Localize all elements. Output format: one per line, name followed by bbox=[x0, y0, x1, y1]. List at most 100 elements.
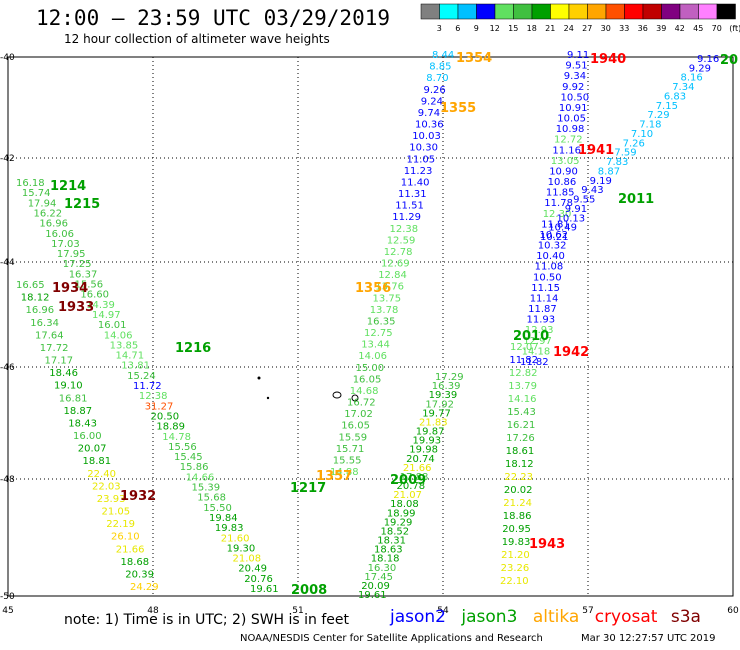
wave-height-value: 19.83 bbox=[502, 537, 531, 548]
wave-height-value: 10.86 bbox=[548, 177, 577, 188]
wave-height-value: 14.88 bbox=[330, 467, 359, 478]
wave-height-value: 9.92 bbox=[562, 82, 584, 93]
color-scale-label: 42 bbox=[675, 24, 685, 33]
wave-height-value: 6.83 bbox=[664, 92, 686, 103]
wave-height-value: 11.85 bbox=[546, 188, 575, 199]
color-scale-swatch bbox=[476, 3, 496, 20]
color-scale-label: 15 bbox=[508, 24, 518, 33]
wave-height-value: 9.11 bbox=[567, 50, 589, 61]
wave-height-value: 11.78 bbox=[544, 198, 573, 209]
color-scale-swatch bbox=[624, 3, 644, 20]
wave-height-value: 15.39 bbox=[192, 483, 221, 494]
legend-cryosat: cryosat bbox=[594, 607, 658, 627]
wave-height-value: 9.16 bbox=[697, 54, 719, 65]
color-scale-label: 9 bbox=[474, 24, 479, 33]
wave-height-value: 9.51 bbox=[565, 61, 587, 72]
wave-height-value: 17.88 bbox=[400, 472, 429, 483]
wave-height-value: 8.85 bbox=[429, 62, 451, 73]
wave-height-value: 19.98 bbox=[409, 445, 438, 456]
color-scale-swatch bbox=[679, 3, 699, 20]
color-scale-label: 24 bbox=[564, 24, 574, 33]
wave-height-value: 21.83 bbox=[419, 417, 448, 428]
island-outline bbox=[351, 394, 359, 402]
wave-height-value: 18.89 bbox=[156, 422, 185, 433]
generated-timestamp: Mar 30 12:27:57 UTC 2019 bbox=[581, 633, 716, 644]
wave-height-value: 8.16 bbox=[681, 73, 703, 84]
wave-height-value: 15.43 bbox=[507, 407, 536, 418]
wave-height-value: 13.05 bbox=[551, 156, 580, 167]
wave-height-value: 14.68 bbox=[350, 386, 379, 397]
wave-height-value: 16.81 bbox=[59, 393, 88, 404]
wave-height-value: 11.15 bbox=[531, 283, 560, 294]
wave-height-value: 14.78 bbox=[162, 432, 191, 443]
wave-height-value: 9.34 bbox=[564, 71, 586, 82]
x-tick-label: 48 bbox=[147, 606, 159, 616]
pass-label: 1934 bbox=[52, 281, 88, 296]
wave-height-value: 15.56 bbox=[75, 280, 104, 291]
wave-height-value: 19.84 bbox=[209, 513, 238, 524]
wave-height-value: 16.60 bbox=[80, 290, 109, 301]
wave-height-value: 11.31 bbox=[398, 189, 427, 200]
wave-height-value: 16.35 bbox=[367, 316, 396, 327]
wave-height-value: 17.25 bbox=[63, 259, 92, 270]
island-outline bbox=[332, 391, 342, 399]
wave-height-value: 15.50 bbox=[203, 503, 232, 514]
wave-height-value: 22.10 bbox=[500, 576, 529, 587]
wave-height-value: 16.39 bbox=[432, 381, 461, 392]
wave-height-value: 8.44 bbox=[432, 50, 454, 61]
wave-height-value: 10.90 bbox=[549, 166, 578, 177]
wave-height-value: 10.03 bbox=[412, 131, 441, 142]
wave-height-value: 20.39 bbox=[125, 569, 154, 580]
wave-height-value: 13.78 bbox=[370, 305, 399, 316]
wave-height-value: 11.08 bbox=[535, 262, 564, 273]
color-scale-label: 3 bbox=[437, 24, 442, 33]
wave-height-value: 7.15 bbox=[656, 101, 678, 112]
wave-height-value: 13.79 bbox=[508, 381, 537, 392]
wave-height-value: 10.40 bbox=[536, 251, 565, 262]
wave-height-value: 16.00 bbox=[73, 431, 102, 442]
wave-height-value: 11.87 bbox=[528, 304, 557, 315]
wave-height-value: 13.44 bbox=[361, 340, 390, 351]
wave-height-value: 21.07 bbox=[393, 490, 422, 501]
wave-height-value: 11.16 bbox=[552, 145, 581, 156]
x-tick-label: 54 bbox=[437, 606, 449, 616]
pass-label: 1933 bbox=[58, 300, 94, 315]
color-scale-label: (ft) bbox=[729, 24, 740, 33]
color-scale-swatch bbox=[513, 3, 533, 20]
wave-height-value: 11.93 bbox=[527, 315, 556, 326]
wave-height-value: 21.05 bbox=[102, 507, 131, 518]
wave-height-value: 9.43 bbox=[581, 185, 603, 196]
map-subtitle: 12 hour collection of altimeter wave hei… bbox=[64, 32, 330, 46]
pass-label: 1215 bbox=[64, 197, 100, 212]
wave-height-value: 21.60 bbox=[221, 533, 250, 544]
wave-height-value: 16.05 bbox=[341, 421, 370, 432]
wave-height-value: 16.05 bbox=[353, 374, 382, 385]
wave-height-value: 7.29 bbox=[647, 110, 669, 121]
wave-height-value: 8.70 bbox=[426, 73, 448, 84]
y-tick-label: -50 bbox=[0, 592, 15, 602]
wave-height-value: 11.51 bbox=[395, 201, 424, 212]
wave-height-value: 12.75 bbox=[364, 328, 393, 339]
color-scale-swatch bbox=[642, 3, 662, 20]
wave-height-value: 15.56 bbox=[168, 442, 197, 453]
wave-height-value: 16.06 bbox=[45, 229, 74, 240]
y-tick-label: -42 bbox=[0, 154, 15, 164]
credit-line: NOAA/NESDIS Center for Satellite Applica… bbox=[240, 633, 543, 644]
x-tick-label: 60 bbox=[727, 606, 739, 616]
wave-height-value: 16.22 bbox=[34, 208, 63, 219]
y-tick-label: -44 bbox=[0, 258, 15, 268]
wave-height-value: 22.03 bbox=[92, 481, 121, 492]
wave-height-value: 12.82 bbox=[509, 368, 538, 379]
wave-height-value: 15.71 bbox=[336, 444, 365, 455]
color-scale-label: 36 bbox=[638, 24, 648, 33]
color-scale-label: 21 bbox=[545, 24, 555, 33]
wave-height-value: 17.95 bbox=[57, 249, 86, 260]
wave-height-value: 18.46 bbox=[49, 368, 78, 379]
wave-height-value: 18.87 bbox=[64, 406, 93, 417]
pass-label: 1357 bbox=[316, 469, 352, 484]
color-scale-swatch bbox=[494, 3, 514, 20]
wave-height-value: 22.23 bbox=[504, 472, 533, 483]
wave-height-value: 18.12 bbox=[505, 459, 534, 470]
wave-height-value: 10.49 bbox=[548, 223, 577, 234]
